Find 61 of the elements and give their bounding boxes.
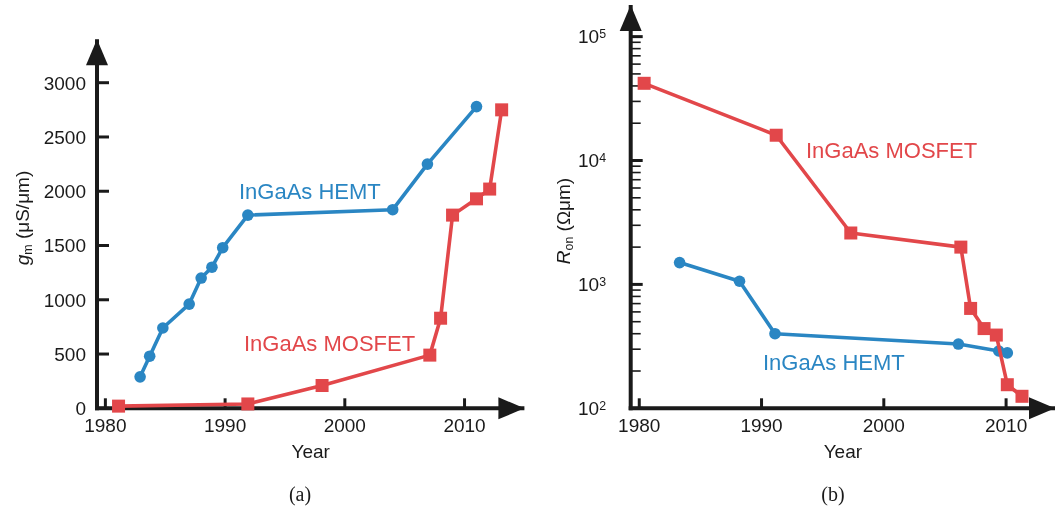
point: [769, 128, 783, 142]
x-axis-title: Year: [291, 441, 331, 462]
y-tick-label: 0: [75, 398, 86, 420]
point: [434, 311, 448, 325]
y-tick-label: 10$^{2}$: [577, 398, 607, 420]
point: [964, 301, 978, 315]
y-tick-label: 10$^{5}$: [577, 26, 607, 48]
text: (b): [821, 483, 845, 506]
point: [206, 261, 218, 274]
point: [483, 182, 497, 196]
y-tick-label: 2500: [43, 126, 86, 148]
point: [844, 226, 858, 240]
point: [470, 192, 484, 206]
x-tick-label: 1990: [203, 415, 247, 437]
point: [952, 338, 965, 350]
point: [242, 209, 254, 221]
series-label: InGaAs MOSFET: [244, 331, 416, 356]
point: [673, 256, 686, 269]
series-label: InGaAs HEMT: [239, 179, 381, 204]
x-tick-label: 2010: [984, 415, 1028, 437]
point: [1001, 347, 1014, 359]
point: [216, 241, 229, 254]
point: [315, 379, 329, 393]
y-tick-label: 3000: [43, 72, 86, 94]
point: [1015, 389, 1029, 403]
x-tick-label: 1980: [84, 415, 127, 437]
point: [195, 272, 207, 284]
point: [989, 328, 1003, 342]
point: [977, 322, 991, 336]
point: [470, 100, 483, 113]
point: [769, 327, 781, 340]
x-tick-label: 2000: [323, 415, 366, 437]
x-tick-label: 1980: [618, 415, 661, 437]
series-label: InGaAs MOSFET: [806, 138, 978, 163]
y-tick-label: 1500: [43, 235, 86, 257]
point: [241, 397, 255, 411]
text: (a): [288, 483, 312, 506]
series-label: InGaAs HEMT: [763, 350, 905, 375]
x-tick-label: 2010: [443, 415, 486, 437]
point: [495, 103, 509, 117]
point: [423, 348, 437, 362]
point: [157, 322, 169, 334]
point: [446, 208, 460, 222]
y-tick-label: 1000: [43, 289, 86, 311]
point: [386, 203, 399, 216]
point: [1000, 378, 1014, 392]
point: [112, 399, 126, 413]
x-tick-label: 2000: [862, 415, 905, 437]
x-axis-title: Year: [823, 441, 863, 462]
point: [183, 298, 195, 310]
point: [954, 240, 968, 254]
x-tick-label: 1990: [740, 415, 783, 437]
y-tick-label: 10$^{4}$: [577, 150, 607, 172]
point: [637, 76, 651, 90]
y-tick-label: 10$^{3}$: [577, 274, 607, 296]
y-tick-label: 500: [54, 343, 86, 365]
point: [733, 275, 746, 288]
point: [421, 158, 434, 170]
point: [134, 371, 146, 383]
point: [143, 350, 156, 363]
y-tick-label: 2000: [43, 181, 86, 203]
